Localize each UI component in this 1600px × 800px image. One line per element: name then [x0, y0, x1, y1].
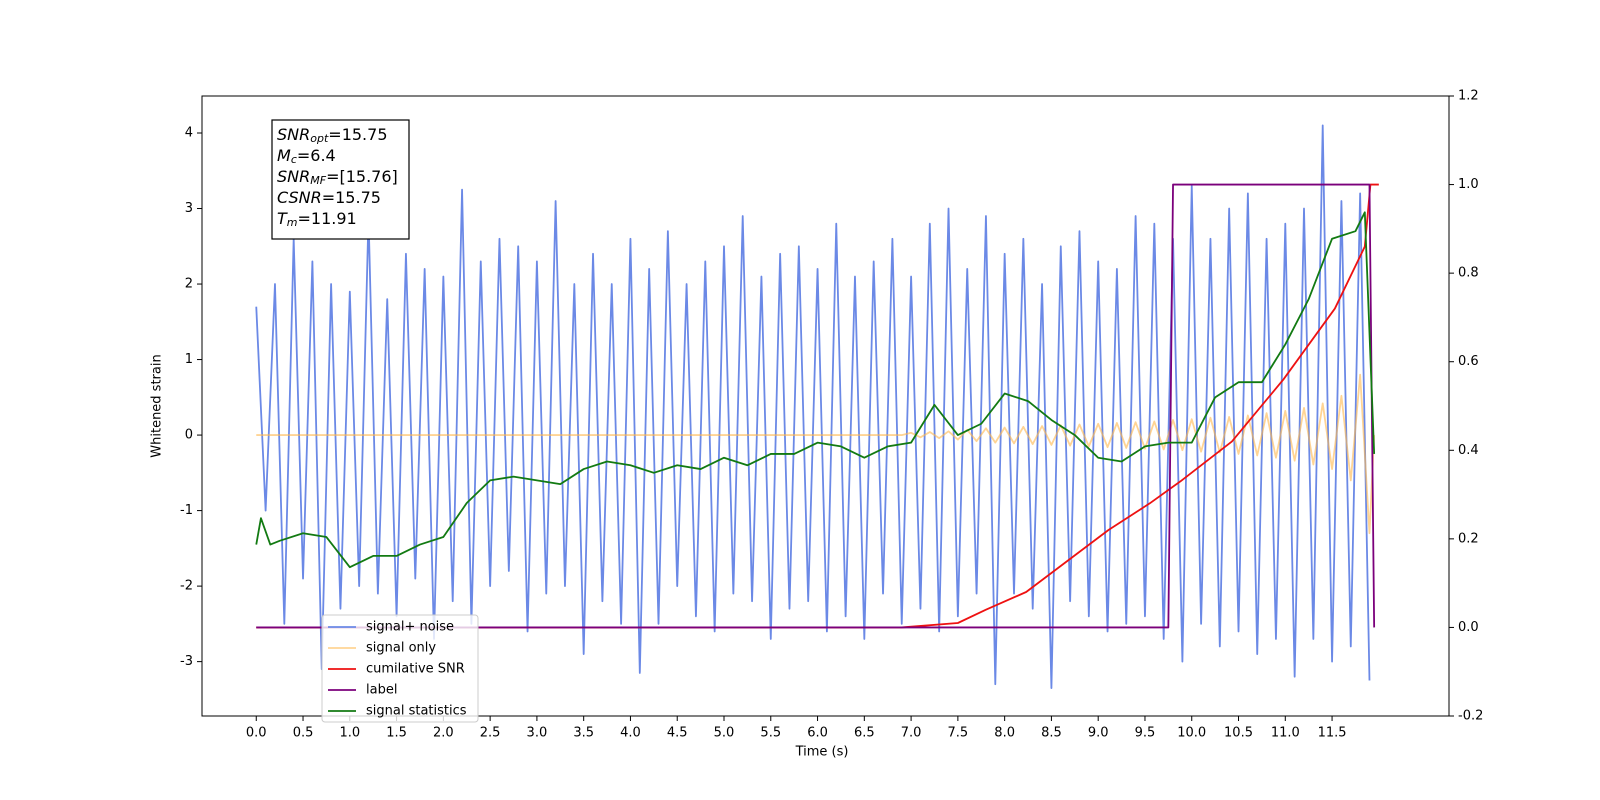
annotation-value: =15.75 — [322, 188, 381, 207]
y-tick-label: 1 — [185, 352, 193, 367]
x-tick-label: 5.0 — [714, 726, 735, 741]
x-tick-label: 4.0 — [620, 726, 641, 741]
series-line — [256, 183, 1376, 629]
x-tick-label: 9.5 — [1135, 726, 1156, 741]
y-tick-label: 2 — [185, 277, 193, 292]
x-tick-label: 10.5 — [1224, 726, 1253, 741]
annotation-box: SNRopt=15.75Mc=6.4SNRMF=[15.76]CSNR=15.7… — [271, 119, 410, 240]
legend-label: signal statistics — [366, 704, 467, 719]
y2-tick-label: 0.0 — [1458, 620, 1479, 635]
annotation-subscript: MF — [310, 174, 326, 187]
x-tick-label: 9.0 — [1088, 726, 1109, 741]
y-tick-label: 4 — [185, 126, 193, 141]
x-tick-label: 7.0 — [901, 726, 922, 741]
y-tick-label: 3 — [185, 201, 193, 216]
annotation-subscript: opt — [310, 132, 329, 145]
x-tick-label: 2.0 — [433, 726, 454, 741]
y-axis-label: Whitened strain — [150, 354, 165, 457]
legend-frame — [321, 614, 479, 723]
x-axis-label: Time (s) — [795, 745, 849, 760]
annotation-value: =11.91 — [298, 209, 357, 228]
y2-tick-label: 0.8 — [1458, 266, 1479, 281]
x-tick-label: 3.5 — [573, 726, 594, 741]
x-tick-label: 1.5 — [386, 726, 407, 741]
annotation-value: =15.75 — [328, 125, 387, 144]
annotation-symbol: SNR — [277, 125, 310, 144]
y2-tick-label: 1.2 — [1458, 89, 1479, 104]
legend-label: label — [366, 683, 397, 698]
x-tick-label: 6.0 — [807, 726, 828, 741]
x-tick-label: 0.5 — [293, 726, 314, 741]
series-line — [256, 373, 1376, 535]
x-tick-label: 0.0 — [246, 726, 267, 741]
annotation-line: SNRopt=15.75 — [277, 125, 388, 146]
y-tick-label: -3 — [180, 654, 193, 669]
annotation-value: =[15.76] — [326, 167, 398, 186]
annotation-line: CSNR=15.75 — [277, 188, 381, 207]
annotation-line: SNRMF=[15.76] — [277, 167, 398, 188]
legend-label: signal+ noise — [366, 620, 454, 635]
y-tick-label: -2 — [180, 579, 193, 594]
y-tick-label: 0 — [185, 428, 193, 443]
annotation-subscript: m — [287, 216, 298, 229]
annotation-subscript: c — [291, 153, 297, 166]
y2-tick-label: 0.2 — [1458, 531, 1479, 546]
x-tick-label: 11.5 — [1318, 726, 1347, 741]
annotation-line: Tm=11.91 — [277, 209, 357, 230]
x-tick-label: 11.0 — [1271, 726, 1300, 741]
annotation-line: Mc=6.4 — [277, 146, 336, 167]
y-tick-label: -1 — [180, 503, 193, 518]
x-tick-label: 8.0 — [994, 726, 1015, 741]
series-line — [255, 124, 1371, 689]
y2-tick-label: -0.2 — [1458, 709, 1483, 724]
annotation-frame — [271, 119, 410, 240]
x-tick-label: 5.5 — [760, 726, 781, 741]
y2-tick-label: 0.6 — [1458, 354, 1479, 369]
x-tick-label: 7.5 — [948, 726, 969, 741]
legend: signal+ noise signal only cumilative SNR la… — [321, 614, 479, 723]
x-tick-label: 3.0 — [527, 726, 548, 741]
annotation-symbol: CSNR — [277, 188, 322, 207]
y2-tick-label: 0.4 — [1458, 443, 1479, 458]
series-line — [255, 211, 1376, 569]
plot-frame — [201, 95, 1450, 717]
legend-label: cumilative SNR — [366, 662, 465, 677]
x-tick-label: 4.5 — [667, 726, 688, 741]
series-line — [256, 183, 1379, 629]
x-tick-label: 10.0 — [1177, 726, 1206, 741]
x-tick-label: 1.0 — [339, 726, 360, 741]
annotation-symbol: M — [277, 146, 291, 165]
annotation-symbol: SNR — [277, 167, 310, 186]
annotation-symbol: T — [277, 209, 288, 228]
x-tick-label: 6.5 — [854, 726, 875, 741]
x-tick-label: 8.5 — [1041, 726, 1062, 741]
legend-label: signal only — [366, 641, 436, 656]
annotation-value: =6.4 — [297, 146, 336, 165]
y2-tick-label: 1.0 — [1458, 177, 1479, 192]
x-tick-label: 2.5 — [480, 726, 501, 741]
